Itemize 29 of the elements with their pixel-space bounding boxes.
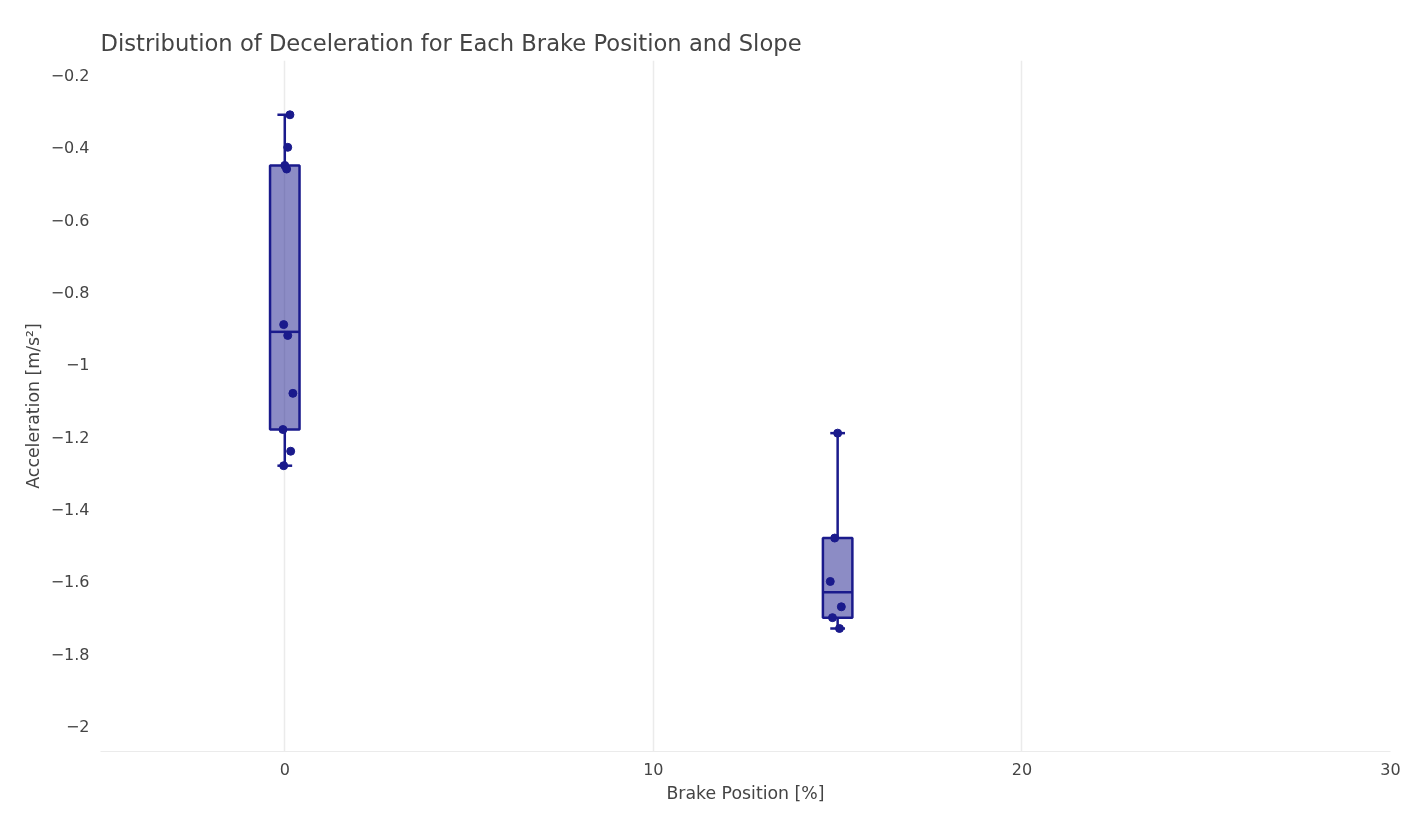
y-tick-label: −0.4 — [50, 138, 90, 158]
y-tick-label: −0.2 — [50, 65, 90, 85]
point — [279, 320, 289, 330]
point — [278, 425, 288, 435]
point — [279, 461, 289, 471]
y-tick-label: −2 — [65, 717, 90, 737]
point — [834, 624, 844, 633]
y-tick-label: −1.4 — [50, 500, 90, 520]
point — [830, 533, 840, 543]
y-tick-label: −1.8 — [50, 644, 90, 664]
point — [283, 142, 293, 152]
y-tick-label: −1 — [65, 355, 90, 375]
y-tick-label: −0.8 — [50, 283, 90, 303]
point — [286, 446, 296, 456]
chart-title: Distribution of Deceleration for Each Brake Position and Slope — [100, 29, 802, 56]
x-tick-label: 20 — [1011, 759, 1033, 779]
point — [285, 110, 295, 120]
point — [827, 613, 837, 623]
y-axis-title: Acceleration [m/s²] — [22, 323, 43, 489]
x-axis-title: Brake Position [%] — [666, 782, 825, 803]
x-tick-label: 10 — [643, 759, 664, 779]
x-tick-label: 30 — [1380, 759, 1401, 779]
y-tick-label: −1.2 — [50, 427, 90, 447]
point — [836, 602, 846, 612]
x-tick-label: 0 — [279, 759, 290, 779]
y-tick-label: −1.6 — [50, 572, 90, 592]
point — [288, 388, 298, 398]
point — [825, 576, 835, 586]
y-tick-label: −0.6 — [50, 210, 90, 230]
